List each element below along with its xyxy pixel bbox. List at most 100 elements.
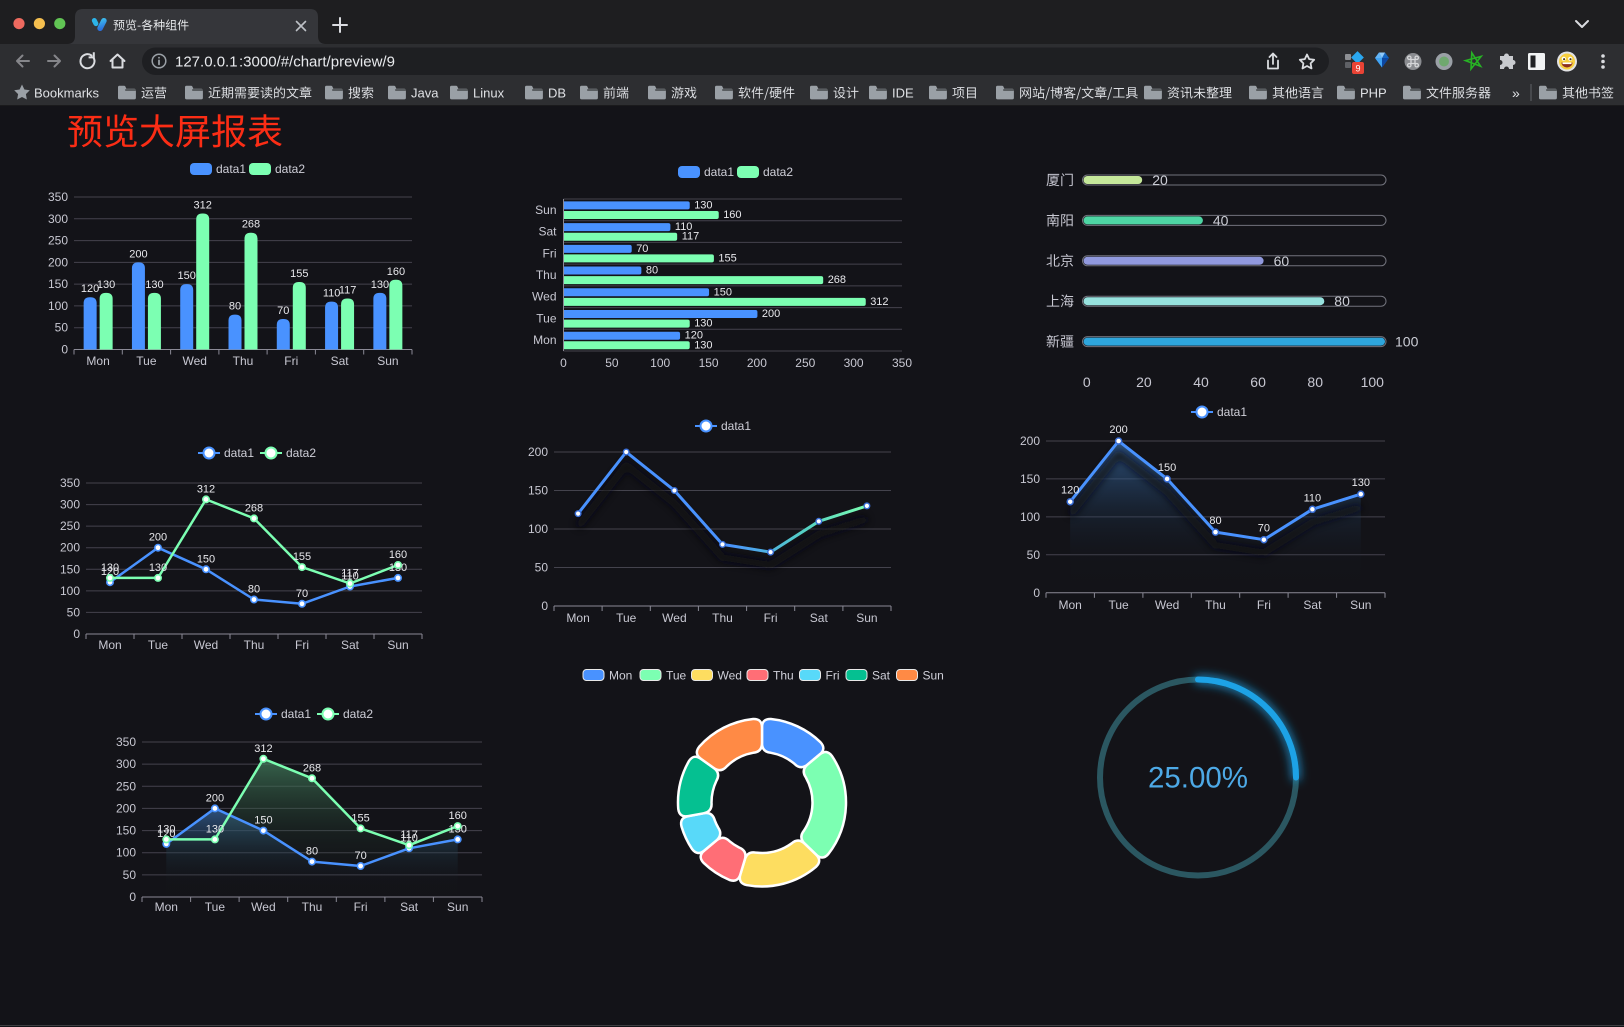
- svg-text:160: 160: [389, 549, 407, 561]
- svg-text:Sun: Sun: [447, 900, 468, 914]
- svg-text:40: 40: [1193, 374, 1209, 390]
- svg-text:100: 100: [1395, 334, 1419, 350]
- svg-text:150: 150: [699, 356, 719, 370]
- svg-text:350: 350: [892, 356, 912, 370]
- svg-text:127.0.0.1: 127.0.0.1: [175, 54, 238, 71]
- svg-text:120: 120: [101, 566, 119, 578]
- svg-text:110: 110: [675, 221, 693, 233]
- svg-text:250: 250: [48, 234, 68, 248]
- svg-text:Sat: Sat: [400, 900, 419, 914]
- svg-text:150: 150: [48, 277, 68, 291]
- svg-text:150: 150: [254, 815, 272, 827]
- svg-text:0: 0: [560, 356, 567, 370]
- svg-text:25.00%: 25.00%: [1148, 762, 1248, 795]
- svg-text:268: 268: [245, 502, 263, 514]
- svg-text:Fri: Fri: [354, 900, 368, 914]
- svg-text:Sat: Sat: [1303, 598, 1322, 612]
- svg-text:350: 350: [116, 735, 136, 749]
- svg-text:data2: data2: [343, 707, 373, 721]
- svg-text:160: 160: [449, 810, 467, 822]
- svg-text:data2: data2: [286, 446, 316, 460]
- svg-text:150: 150: [116, 824, 136, 838]
- svg-text:Sun: Sun: [1350, 598, 1371, 612]
- svg-text:Sun: Sun: [387, 638, 408, 652]
- svg-text:150: 150: [528, 484, 548, 498]
- svg-text:data1: data1: [281, 707, 311, 721]
- svg-text:200: 200: [1109, 424, 1127, 436]
- svg-text:100: 100: [116, 846, 136, 860]
- svg-text:Wed: Wed: [1155, 598, 1179, 612]
- svg-text:130: 130: [694, 339, 712, 351]
- svg-text:200: 200: [129, 248, 147, 260]
- svg-text:50: 50: [55, 321, 69, 335]
- svg-text:150: 150: [60, 562, 80, 576]
- svg-text:200: 200: [60, 541, 80, 555]
- svg-text:70: 70: [296, 588, 308, 600]
- svg-text:110: 110: [323, 288, 341, 300]
- svg-text:312: 312: [254, 743, 272, 755]
- svg-text::3000/#/chart/preview/9: :3000/#/chart/preview/9: [239, 54, 395, 71]
- svg-text:268: 268: [303, 762, 321, 774]
- svg-text:130: 130: [149, 562, 167, 574]
- svg-text:150: 150: [714, 286, 732, 298]
- svg-text:100: 100: [1361, 374, 1385, 390]
- svg-text:Fri: Fri: [295, 638, 309, 652]
- svg-text:117: 117: [339, 285, 357, 297]
- svg-text:Thu: Thu: [233, 354, 254, 368]
- svg-text:Thu: Thu: [773, 669, 794, 683]
- svg-text:155: 155: [351, 812, 369, 824]
- svg-text:350: 350: [48, 190, 68, 204]
- svg-text:110: 110: [341, 571, 359, 583]
- svg-text:60: 60: [1250, 374, 1266, 390]
- svg-text:200: 200: [206, 792, 224, 804]
- svg-text:Sat: Sat: [872, 669, 891, 683]
- svg-text:Sat: Sat: [810, 611, 829, 625]
- svg-text:100: 100: [48, 299, 68, 313]
- svg-text:120: 120: [81, 283, 99, 295]
- svg-text:350: 350: [60, 476, 80, 490]
- svg-text:110: 110: [400, 832, 418, 844]
- svg-text:70: 70: [354, 850, 366, 862]
- svg-text:50: 50: [123, 868, 137, 882]
- svg-text:Fri: Fri: [284, 354, 298, 368]
- svg-text:155: 155: [293, 551, 311, 563]
- svg-text:130: 130: [694, 318, 712, 330]
- svg-text:Tue: Tue: [136, 354, 157, 368]
- svg-text:Wed: Wed: [662, 611, 686, 625]
- svg-text:Fri: Fri: [764, 611, 778, 625]
- svg-text:Mon: Mon: [155, 900, 178, 914]
- svg-text:0: 0: [541, 599, 548, 613]
- svg-text:150: 150: [197, 553, 215, 565]
- svg-text:300: 300: [48, 212, 68, 226]
- svg-text:100: 100: [60, 584, 80, 598]
- svg-text:Mon: Mon: [1059, 598, 1082, 612]
- svg-text:150: 150: [178, 270, 196, 282]
- svg-text:100: 100: [650, 356, 670, 370]
- svg-text:Thu: Thu: [244, 638, 265, 652]
- svg-text:130: 130: [694, 199, 712, 211]
- svg-text:0: 0: [129, 890, 136, 904]
- svg-text:20: 20: [1136, 374, 1152, 390]
- svg-text:data2: data2: [763, 165, 793, 179]
- svg-text:300: 300: [116, 757, 136, 771]
- svg-text:120: 120: [1061, 485, 1079, 497]
- svg-text:DB: DB: [548, 86, 566, 101]
- svg-text:268: 268: [828, 274, 846, 286]
- svg-text:Thu: Thu: [1205, 598, 1226, 612]
- svg-text:Wed: Wed: [251, 900, 275, 914]
- svg-text:Tue: Tue: [205, 900, 226, 914]
- svg-text:50: 50: [535, 561, 549, 575]
- svg-text:0: 0: [61, 343, 68, 357]
- svg-text:Thu: Thu: [712, 611, 733, 625]
- svg-text:Mon: Mon: [86, 354, 109, 368]
- svg-text:9: 9: [1355, 64, 1360, 74]
- svg-text:50: 50: [67, 605, 81, 619]
- svg-text:300: 300: [60, 498, 80, 512]
- svg-text:200: 200: [116, 801, 136, 815]
- svg-text:Wed: Wed: [194, 638, 218, 652]
- svg-text:Sat: Sat: [538, 225, 557, 239]
- svg-text:Wed: Wed: [718, 669, 742, 683]
- svg-text:IDE: IDE: [892, 86, 914, 101]
- svg-text:120: 120: [157, 828, 175, 840]
- svg-text:70: 70: [1258, 523, 1270, 535]
